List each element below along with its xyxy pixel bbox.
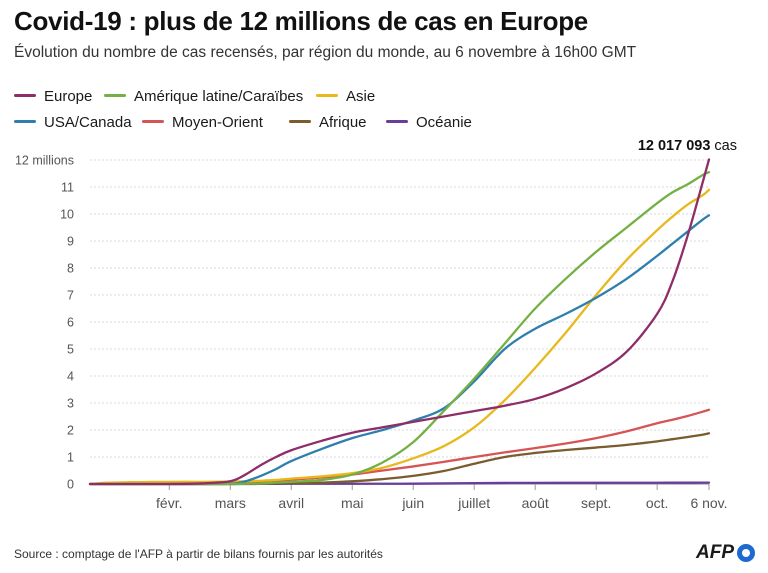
x-axis-ticks: févr. mars avril mai juin juillet août sept. oct… <box>156 484 728 511</box>
afp-logo-icon <box>737 544 755 562</box>
x-tick-label: avril <box>278 495 304 511</box>
legend-item-europe: Europe <box>14 88 92 105</box>
annotation-value: 12 017 093 <box>638 140 711 154</box>
legend-label-europe: Europe <box>44 88 93 105</box>
series-line-amerique-latine <box>88 171 711 486</box>
legend-label-afrique: Afrique <box>319 114 367 131</box>
x-tick-label: 6 nov. <box>690 495 727 511</box>
y-tick-label: 7 <box>67 289 74 303</box>
legend-item-moyen-orient: Moyen-Orient <box>142 114 263 131</box>
chart-subtitle: Évolution du nombre de cas recensés, par… <box>14 44 637 61</box>
y-tick-label: 3 <box>67 397 74 411</box>
series-line-afrique <box>88 432 711 486</box>
y-tick-label: 10 <box>60 208 74 222</box>
legend-swatch-asie <box>316 93 338 97</box>
y-tick-label: 0 <box>67 478 74 492</box>
y-tick-label: 5 <box>67 343 74 357</box>
series-lines <box>88 158 711 486</box>
legend-item-asie: Asie <box>316 88 375 105</box>
y-axis-ticks: 0 1 2 3 4 5 6 7 8 9 10 11 12 millions <box>15 154 74 492</box>
afp-logo: AFP <box>696 542 755 566</box>
legend-swatch-moyen-orient <box>142 119 164 123</box>
legend-swatch-usa-canada <box>14 119 36 123</box>
y-tick-label: 12 millions <box>15 154 74 168</box>
y-tick-label: 1 <box>67 451 74 465</box>
x-tick-label: mars <box>215 495 246 511</box>
legend-label-amerique-latine: Amérique latine/Caraïbes <box>134 88 304 105</box>
y-tick-label: 11 <box>61 181 74 195</box>
x-tick-label: juin <box>401 495 424 511</box>
legend-label-oceanie: Océanie <box>416 114 472 131</box>
gridlines <box>90 159 709 485</box>
legend-item-usa-canada: USA/Canada <box>14 114 132 131</box>
x-tick-label: févr. <box>156 495 182 511</box>
y-tick-label: 4 <box>67 370 74 384</box>
legend: Europe Amérique latine/Caraïbes Asie USA… <box>14 86 534 136</box>
source-note: Source : comptage de l'AFP à partir de b… <box>14 547 383 561</box>
legend-label-asie: Asie <box>346 88 376 105</box>
chart-title: Covid-19 : plus de 12 millions de cas en… <box>14 6 588 36</box>
y-tick-label: 9 <box>67 235 74 249</box>
x-tick-label: oct. <box>646 495 669 511</box>
x-tick-label: août <box>522 495 549 511</box>
annotation-unit: cas <box>710 140 737 154</box>
y-tick-label: 8 <box>67 262 74 276</box>
series-line-europe <box>88 158 711 486</box>
legend-swatch-amerique-latine <box>104 93 126 97</box>
legend-item-amerique-latine: Amérique latine/Caraïbes <box>104 88 303 105</box>
x-tick-label: sept. <box>581 495 611 511</box>
series-line-usa-canada <box>88 214 711 486</box>
legend-swatch-afrique <box>289 119 311 123</box>
y-tick-label: 2 <box>67 424 74 438</box>
legend-item-oceanie: Océanie <box>386 114 472 131</box>
legend-item-afrique: Afrique <box>289 114 367 131</box>
europe-total-annotation: 12 017 093 cas <box>638 140 737 154</box>
line-chart: 0 1 2 3 4 5 6 7 8 9 10 11 12 millions févr. mars avril… <box>15 140 737 511</box>
afp-logo-text: AFP <box>696 542 734 563</box>
x-tick-label: juillet <box>457 495 490 511</box>
series-line-asie <box>88 188 711 486</box>
legend-label-moyen-orient: Moyen-Orient <box>172 114 263 131</box>
legend-swatch-europe <box>14 93 36 97</box>
legend-swatch-oceanie <box>386 119 408 123</box>
legend-label-usa-canada: USA/Canada <box>44 114 132 131</box>
y-tick-label: 6 <box>67 316 74 330</box>
x-tick-label: mai <box>341 495 364 511</box>
